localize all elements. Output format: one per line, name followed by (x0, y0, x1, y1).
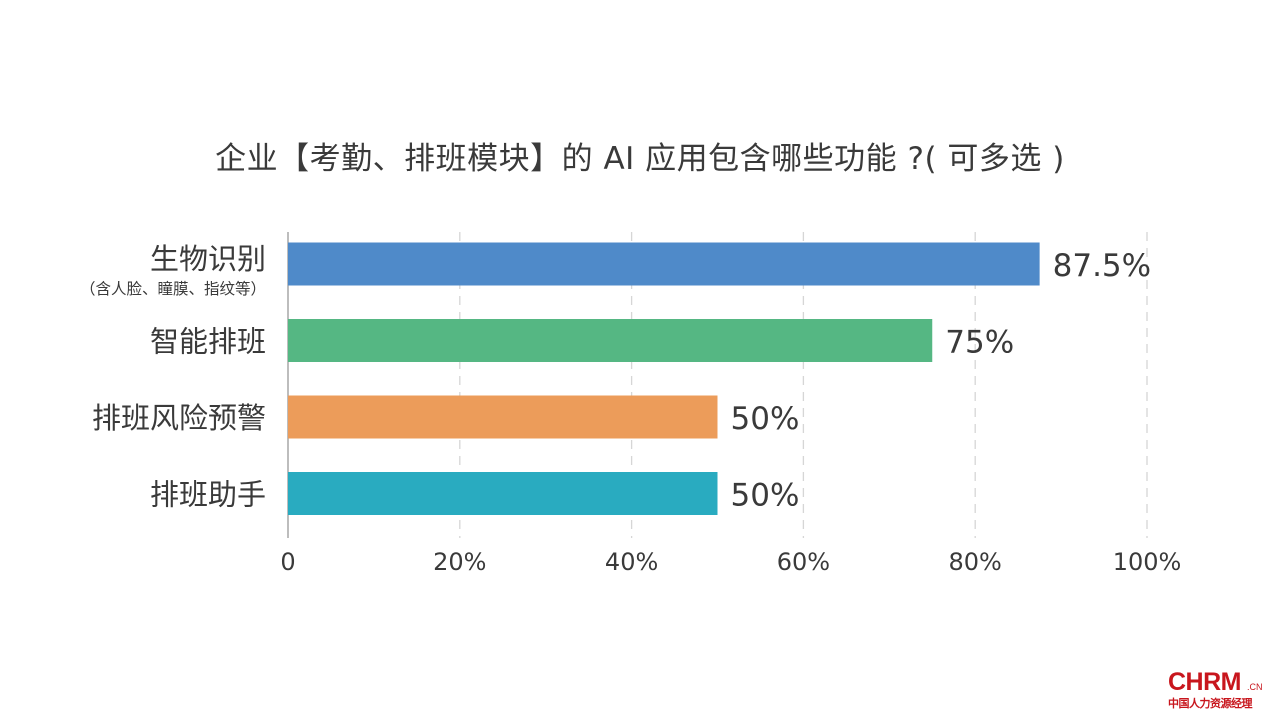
bar (288, 395, 718, 439)
value-labels: 87.5% 75% 50% 50% (731, 248, 1152, 514)
category-label: 智能排班 (150, 325, 266, 359)
x-tick-label: 40% (605, 548, 658, 576)
x-tick-labels: 0 20% 40% 60% 80% 100% (280, 548, 1181, 576)
chart-title: 企业【考勤、排班模块】的 AI 应用包含哪些功能 ?( 可多选 ) (215, 141, 1065, 177)
bar (288, 319, 933, 362)
value-label: 87.5% (1053, 248, 1151, 284)
category-label: 排班助手 (150, 478, 266, 512)
bar (288, 472, 718, 515)
bar (288, 242, 1040, 286)
value-label: 50% (731, 478, 800, 514)
x-tick-label: 100% (1113, 548, 1182, 576)
category-label: 生物识别 (150, 242, 266, 276)
bars (288, 242, 1040, 515)
chrm-logo: CHRM .CN 中国人力资源经理 (1168, 668, 1268, 712)
value-label: 50% (731, 401, 800, 437)
value-label: 75% (945, 325, 1014, 361)
x-tick-label: 0 (280, 548, 295, 576)
logo-tagline: 中国人力资源经理 (1168, 697, 1253, 710)
x-tick-label: 60% (777, 548, 830, 576)
logo-suffix: .CN (1247, 682, 1263, 692)
x-tick-label: 20% (433, 548, 486, 576)
x-tick-label: 80% (949, 548, 1002, 576)
category-sublabel: （含人脸、瞳膜、指纹等） (80, 280, 266, 298)
category-label: 排班风险预警 (92, 401, 266, 435)
logo-text: CHRM (1168, 668, 1242, 696)
